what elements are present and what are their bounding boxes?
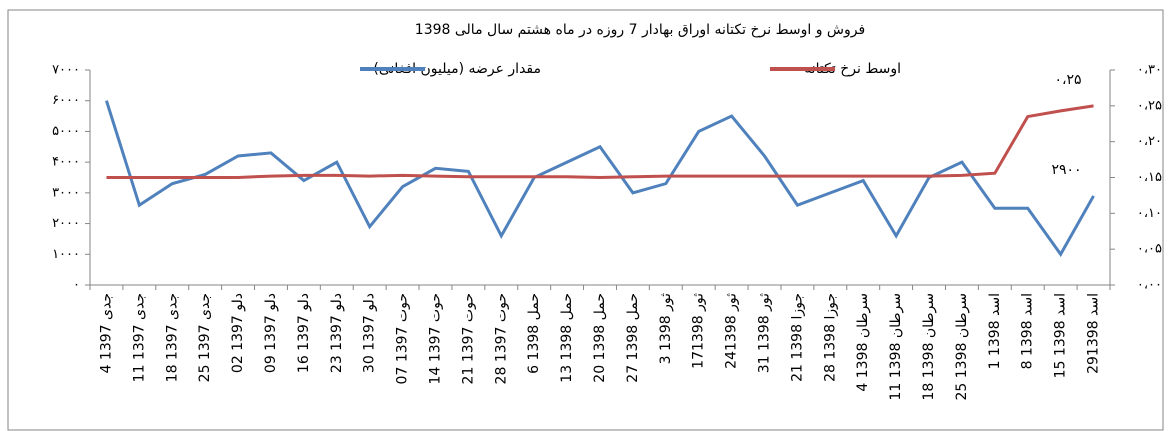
x-tick-label: 16 دلو 1397 — [296, 293, 312, 373]
x-tick-label: 18 سرطان 1398 — [921, 293, 937, 401]
x-tick-label: 8 اسد 1398 — [1020, 293, 1036, 369]
y-tick-label: ۱۰۰۰ — [52, 247, 80, 262]
y-tick-label: ۵۰۰۰ — [52, 124, 80, 139]
x-tick-label: 21 جوزا 1398 — [789, 293, 805, 382]
y-tick-label: ۷۰۰۰ — [52, 63, 80, 78]
chart-frame — [7, 9, 1164, 431]
y-tick-label: ۶۰۰۰ — [52, 93, 80, 108]
data-label: ۲۹۰۰ — [1051, 162, 1081, 178]
x-tick-label: 17ثور 1398 — [691, 293, 707, 369]
x-tick-label: 11 جدی 1397 — [131, 293, 147, 382]
x-tick-label: 07 حوت 1397 — [395, 293, 411, 384]
series-line — [106, 104, 1094, 180]
x-tick-label: 1 اسد 1398 — [987, 293, 1003, 369]
x-tick-label: 09 دلو 1397 — [263, 293, 279, 373]
x-tick-label: 14 حوت 1397 — [427, 293, 443, 384]
x-tick-label: 20 حمل 1398 — [592, 293, 608, 383]
x-tick-label: 24ثور 1398 — [724, 293, 740, 369]
x-tick-label: 25 جدی 1397 — [197, 293, 213, 382]
y-tick-label: ۳۰۰۰ — [52, 185, 80, 200]
x-tick-label: 02 دلو 1397 — [230, 293, 246, 373]
legend-label: اوسط نرخ تکتانه — [804, 61, 901, 77]
x-tick-label: 18 جدی 1397 — [164, 293, 180, 382]
x-tick-label: 25 سرطان 1398 — [954, 293, 970, 401]
x-tick-label: 15 اسد 1398 — [1053, 293, 1069, 378]
x-tick-label: 4 جدی 1397 — [98, 293, 114, 373]
x-tick-label: 21 حوت 1397 — [460, 293, 476, 384]
y2-tick-label: ۰،۰۵ — [1137, 242, 1162, 257]
x-tick-label: 29اسد 1398 — [1086, 293, 1102, 374]
x-tick-label: 30 دلو 1397 — [362, 293, 378, 373]
y2-tick-label: ۰،۲۰ — [1137, 134, 1162, 149]
y-tick-label: ۲۰۰۰ — [52, 216, 80, 231]
y2-tick-label: ۰،۰۰ — [1137, 278, 1162, 293]
y2-tick-label: ۰،۳۰ — [1137, 63, 1162, 78]
x-tick-label: 23 دلو 1397 — [329, 293, 345, 373]
x-tick-label: 28 حوت 1397 — [493, 293, 509, 384]
x-tick-label: 28 جوزا 1398 — [822, 293, 838, 382]
x-tick-label: 6 حمل 1398 — [526, 293, 542, 374]
x-tick-label: 3 ثور 1398 — [658, 293, 674, 364]
chart-title: فروش و اوسط نرخ تکتانه اوراق بهادار 7 رو… — [415, 22, 865, 38]
y2-tick-label: ۰،۱۰ — [1137, 206, 1162, 221]
data-label: ۰،۲۵ — [1054, 72, 1081, 88]
x-tick-label: 13 حمل 1398 — [559, 293, 575, 383]
legend-label: مقدار عرضه (میلیون افغانی) — [373, 61, 541, 77]
y2-tick-label: ۰،۲۵ — [1137, 98, 1162, 113]
x-tick-label: 4 سرطان 1398 — [855, 293, 871, 392]
x-tick-label: 27 حمل 1398 — [625, 293, 641, 383]
x-tick-label: 31 ثور 1398 — [757, 293, 773, 373]
y2-tick-label: ۰،۱۵ — [1137, 170, 1162, 185]
y-tick-label: ۴۰۰۰ — [52, 155, 80, 170]
x-tick-label: 11 سرطان 1398 — [888, 293, 904, 401]
y-tick-label: ۰ — [73, 278, 80, 293]
